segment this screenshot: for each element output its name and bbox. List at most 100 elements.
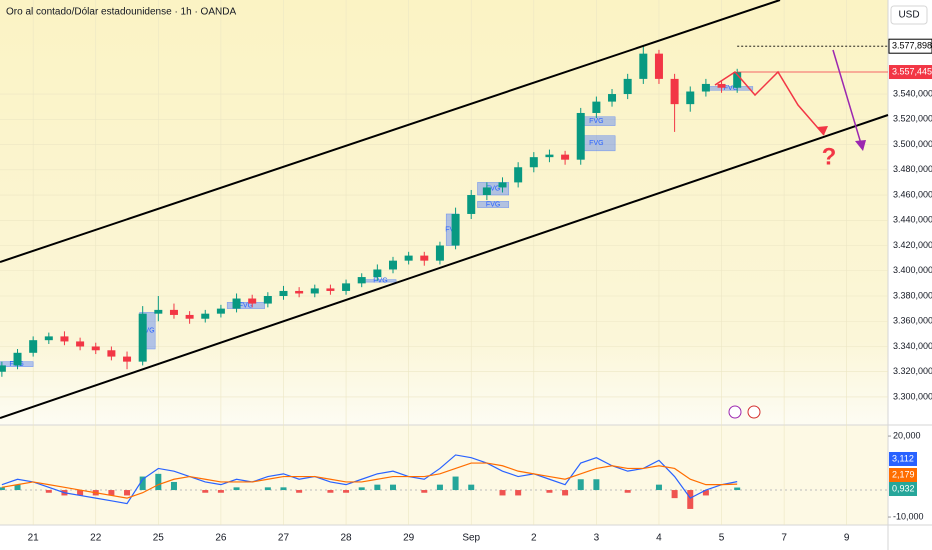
price-badge [889,65,932,80]
price-badge-label: 2,179 [892,469,915,479]
arrow-head [817,126,828,135]
histogram-bar [452,476,459,491]
histogram-bar [139,476,146,491]
histogram-bar [264,487,271,491]
candle-body [295,290,304,294]
candle-body [686,91,695,105]
main-pane [0,0,888,425]
candle-body [561,154,570,160]
channel-upper [0,0,781,263]
histogram-bar [421,490,428,493]
histogram-bar [593,479,600,491]
x-tick-label: 21 [28,533,40,544]
histogram-bar [233,487,240,491]
event-icon[interactable] [728,405,742,419]
candle-body [733,72,742,88]
chart-title: Oro al contado/Dólar estadounidense · 1h… [6,7,236,18]
histogram-bar [577,479,584,491]
y-tick-label: 3.500,000 [893,139,932,149]
histogram-bar [124,490,131,496]
plot: FVGFVGFVGFVGFVGFVGFVGFVGFVGFVG [0,0,888,525]
channel-lower [0,114,889,419]
arrow-head [855,140,866,151]
candle-body [623,78,632,95]
event-icon[interactable] [747,405,761,419]
candle-body [467,195,476,214]
x-tick-label: 25 [153,533,165,544]
histogram-bar [624,490,631,493]
candle-body [185,314,194,319]
candle-body [60,336,69,342]
y-tick-label: 3.340,000 [893,341,932,351]
histogram-bar [468,484,475,491]
currency-box[interactable] [890,5,928,25]
candle-body [717,83,726,88]
fvg-label: FVG [373,278,387,285]
price-badge-label: 3,112 [892,453,914,463]
candle-body [342,283,351,291]
candle-body [169,309,178,315]
y-tick-label: 3.400,000 [893,265,932,275]
histogram-bar [280,487,287,491]
candle-body [654,53,663,79]
x-tick-label: 26 [215,533,227,544]
candle-body [608,94,617,102]
histogram-bar [499,490,506,496]
x-tick-label: 28 [341,533,353,544]
x-tick-label: 9 [844,533,850,544]
y-tick-label: 3.480,000 [893,164,932,174]
histogram-bar [45,490,52,493]
candle-body [498,182,507,188]
y-tick-label: 3.440,000 [893,215,932,225]
histogram-bar [436,484,443,491]
projection-zigzag [714,70,825,136]
price-badge-label: 3.577,898 [892,41,932,51]
candle-body [545,154,554,158]
candle-body [76,341,85,347]
candle-body [279,290,288,296]
y-tick-label: 3.420,000 [893,240,932,250]
y-tick-label: 3.320,000 [893,366,932,376]
candle-body [154,309,163,314]
question-mark: ? [822,143,837,170]
y-tick-label: 3.380,000 [893,290,932,300]
histogram-bar [217,490,224,493]
y-tick-label: 3.360,000 [893,316,932,326]
fvg-zone [477,201,510,208]
candle-body [263,295,272,304]
y-tick-label: 3.520,000 [893,114,932,124]
candle-body [529,157,538,168]
fvg-label: FVG [589,140,603,147]
y-tick-label: 3.460,000 [893,189,932,199]
fvg-label: FVG [239,302,253,309]
fvg-label: FVG [724,85,738,92]
histogram-bar [655,484,662,491]
currency: USD [898,10,919,21]
candle-body [639,53,648,79]
candle-body [701,83,710,92]
candle-body [91,346,100,351]
histogram-bar [546,490,553,493]
price-badge-label: 3.557,445 [892,66,932,76]
histogram-bar [687,490,694,509]
candle-body [576,112,585,160]
histogram-bar [327,490,334,493]
candle-body [373,269,382,278]
candle-body [326,288,335,291]
candle-body [0,365,6,372]
histogram-bar [702,490,709,496]
candle-body [201,313,210,319]
y-tick-label: 3.300,000 [893,391,932,401]
histogram-bar [108,490,115,496]
histogram-bar [14,484,21,491]
candle-body [404,255,413,261]
candle-body [232,298,241,309]
price-badge [889,468,917,482]
x-tick-label: 5 [719,533,725,544]
candle-body [357,277,366,284]
candle-body [482,187,491,196]
fvg-label: FVG [486,201,500,208]
y-tick-label: 3.540,000 [893,88,932,98]
candle-body [138,313,147,362]
